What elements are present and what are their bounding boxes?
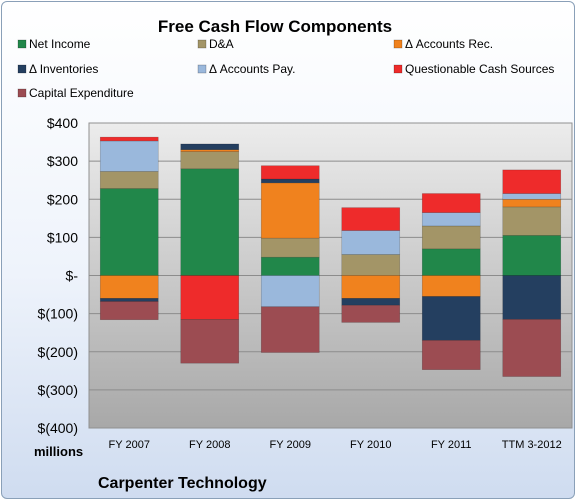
y-tick-label: $(200)	[38, 344, 78, 360]
y-tick-label: $(100)	[38, 306, 78, 322]
bar-capital-expenditure-fy-2008	[180, 319, 240, 364]
legend-label-capital-expenditure: Capital Expenditure	[29, 86, 134, 100]
legend-swatch-accounts-rec	[393, 39, 403, 49]
bar-accounts-rec-fy-2010	[341, 275, 401, 299]
bar-accounts-pay-fy-2010	[341, 230, 401, 255]
bar-d-a-ttm-3-2012	[502, 206, 562, 236]
y-tick-label: $(400)	[38, 420, 78, 436]
bar-capital-expenditure-fy-2007	[99, 301, 159, 321]
chart-title: Free Cash Flow Components	[158, 17, 392, 36]
bar-accounts-pay-fy-2009	[260, 275, 320, 308]
legend-swatch-capital-expenditure	[17, 88, 27, 98]
bar-d-a-fy-2008	[180, 151, 240, 170]
bar-accounts-pay-fy-2007	[99, 140, 159, 172]
bar-accounts-rec-ttm-3-2012	[502, 198, 562, 208]
y-tick-label: $-	[66, 268, 79, 284]
x-axis: FY 2007 FY 2008 FY 2009 FY 2010 FY 2011 TTM 3…	[109, 439, 562, 451]
bar-accounts-pay-fy-2011	[421, 212, 481, 227]
bar-questionable-cash-sources-fy-2010	[341, 207, 401, 231]
bar-inventories-fy-2008	[180, 143, 240, 150]
bar-capital-expenditure-fy-2010	[341, 304, 401, 323]
x-tick-label: FY 2011	[431, 439, 472, 451]
legend-swatch-accounts-pay	[197, 64, 207, 74]
y-axis: $400 $300 $200 $100 $- $(100) $(200) $(300) $(40…	[38, 115, 79, 436]
bar-questionable-cash-sources-fy-2011	[421, 193, 481, 213]
bar-capital-expenditure-ttm-3-2012	[502, 319, 562, 377]
legend: Net Income D&A Δ Accounts Rec. Δ Inventorie…	[17, 37, 554, 100]
x-tick-label: TTM 3-2012	[502, 439, 562, 451]
bar-inventories-fy-2011	[421, 296, 481, 341]
x-tick-label: FY 2008	[189, 439, 230, 451]
bar-net-income-fy-2007	[99, 188, 159, 276]
bar-d-a-fy-2010	[341, 254, 401, 276]
bar-inventories-fy-2007	[99, 298, 159, 302]
bar-inventories-fy-2010	[341, 298, 401, 306]
legend-label-d-a: D&A	[209, 37, 234, 51]
bar-questionable-cash-sources-fy-2007	[99, 136, 159, 142]
bar-questionable-cash-sources-fy-2009	[260, 165, 320, 180]
legend-label-questionable-cash-sources: Questionable Cash Sources	[405, 62, 554, 76]
company-name: Carpenter Technology	[98, 475, 267, 492]
bar-accounts-rec-fy-2007	[99, 275, 159, 299]
bar-net-income-fy-2011	[421, 248, 481, 276]
gridlines	[89, 160, 572, 391]
bar-d-a-fy-2009	[260, 237, 320, 258]
bar-questionable-cash-sources-ttm-3-2012	[502, 169, 562, 194]
bar-capital-expenditure-fy-2009	[260, 306, 320, 353]
bar-d-a-fy-2007	[99, 171, 159, 189]
x-tick-label: FY 2010	[350, 439, 391, 451]
bar-net-income-fy-2008	[180, 168, 240, 276]
y-axis-unit-label: millions	[34, 444, 83, 459]
bar-accounts-rec-fy-2009	[260, 182, 320, 239]
legend-swatch-net-income	[17, 39, 27, 49]
x-tick-label: FY 2009	[270, 439, 311, 451]
x-tick-label: FY 2007	[109, 439, 150, 451]
bar-questionable-cash-sources-fy-2008	[180, 275, 240, 320]
legend-swatch-d-a	[197, 39, 207, 49]
bar-d-a-fy-2011	[421, 225, 481, 250]
bar-net-income-fy-2009	[260, 256, 320, 276]
legend-label-accounts-pay: Δ Accounts Pay.	[209, 62, 296, 76]
bar-net-income-ttm-3-2012	[502, 235, 562, 276]
y-tick-label: $200	[47, 191, 78, 207]
y-tick-label: $100	[47, 229, 78, 245]
bar-accounts-rec-fy-2011	[421, 275, 481, 297]
y-tick-label: $400	[47, 115, 78, 131]
bar-capital-expenditure-fy-2011	[421, 340, 481, 370]
y-tick-label: $(300)	[38, 382, 78, 398]
legend-swatch-questionable-cash-sources	[393, 64, 403, 74]
legend-label-accounts-rec: Δ Accounts Rec.	[405, 37, 493, 51]
y-tick-label: $300	[47, 153, 78, 169]
legend-label-inventories: Δ Inventories	[29, 62, 98, 76]
bar-inventories-ttm-3-2012	[502, 275, 562, 320]
bars	[99, 136, 562, 377]
legend-swatch-inventories	[17, 64, 27, 74]
legend-label-net-income: Net Income	[29, 37, 91, 51]
bar-accounts-pay-ttm-3-2012	[502, 193, 562, 200]
bar-inventories-fy-2009	[260, 178, 320, 184]
